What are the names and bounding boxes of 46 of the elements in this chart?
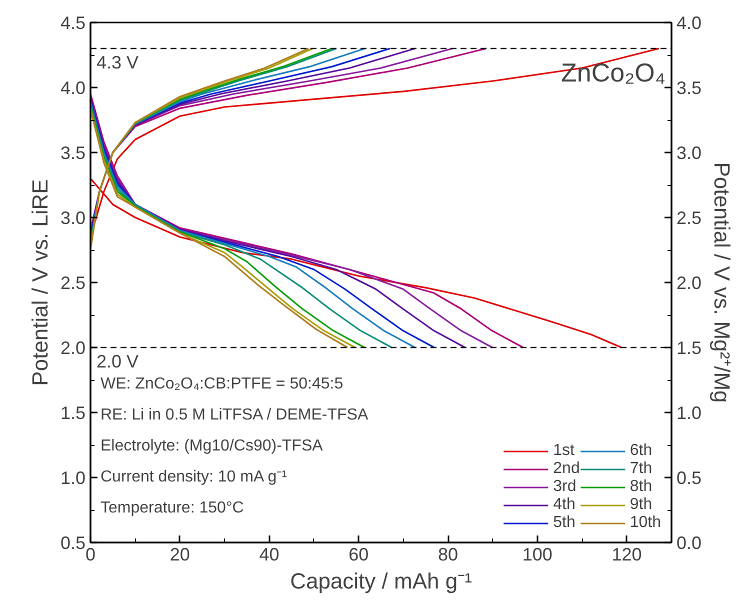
y2-tick-label: 2.0 bbox=[676, 273, 702, 293]
legend-label: 9th bbox=[630, 496, 652, 514]
legend-label: 7th bbox=[630, 460, 652, 478]
y2-tick-label: 0.0 bbox=[676, 533, 702, 553]
y-axis-title: Potential / V vs. LiRE bbox=[27, 179, 52, 386]
y2-axis-title: Potential / V vs. Mg²⁺/Mg bbox=[710, 162, 735, 403]
x-tick-label: 0 bbox=[85, 544, 96, 564]
x-tick-label: 40 bbox=[259, 544, 280, 564]
legend-label: 8th bbox=[630, 478, 652, 496]
annotation: ZnCo₂O₄ bbox=[560, 58, 666, 88]
y2-tick-label: 3.0 bbox=[676, 143, 702, 163]
x-tick-label: 80 bbox=[438, 544, 458, 564]
annotation: WE: ZnCo₂O₄:CB:PTFE = 50:45:5 bbox=[100, 376, 344, 392]
x-tick-label: 120 bbox=[612, 544, 642, 564]
y-tick-label: 4.0 bbox=[60, 78, 86, 98]
y-tick-label: 1.0 bbox=[60, 468, 86, 488]
y2-tick-label: 3.5 bbox=[676, 78, 702, 98]
ref-line-label: 4.3 V bbox=[96, 52, 139, 72]
legend-label: 5th bbox=[553, 514, 576, 532]
legend-label: 1st bbox=[553, 442, 574, 460]
y2-tick-label: 1.0 bbox=[676, 403, 702, 423]
y-tick-label: 1.5 bbox=[60, 403, 86, 423]
ref-line-label: 2.0 V bbox=[96, 352, 139, 372]
x-axis-title: Capacity / mAh g⁻¹ bbox=[290, 568, 472, 594]
annotation: RE: Li in 0.5 M LiTFSA / DEME-TFSA bbox=[100, 406, 368, 424]
y2-tick-label: 2.5 bbox=[676, 208, 702, 228]
legend-label: 2nd bbox=[553, 460, 580, 478]
annotation: Current density: 10 mA g⁻¹ bbox=[100, 468, 287, 486]
legend-label: 6th bbox=[630, 442, 652, 460]
y-tick-label: 3.0 bbox=[60, 208, 86, 228]
legend-label: 4th bbox=[553, 496, 576, 514]
x-tick-label: 60 bbox=[348, 544, 369, 564]
y-tick-label: 2.5 bbox=[60, 273, 86, 293]
annotation: Temperature: 150°C bbox=[100, 500, 244, 516]
y-tick-label: 3.5 bbox=[60, 143, 86, 163]
x-tick-label: 100 bbox=[522, 544, 552, 564]
y-tick-label: 2.0 bbox=[60, 338, 86, 358]
y2-tick-label: 4.0 bbox=[676, 13, 702, 33]
legend-label: 10th bbox=[630, 514, 661, 532]
x-tick-label: 20 bbox=[170, 544, 190, 564]
y-tick-label: 4.5 bbox=[60, 13, 86, 33]
annotation: Electrolyte: (Mg10/Cs90)-TFSA bbox=[100, 438, 324, 454]
legend-label: 3rd bbox=[553, 478, 576, 496]
y-tick-label: 0.5 bbox=[60, 533, 86, 553]
y2-tick-label: 1.5 bbox=[676, 338, 702, 358]
y2-tick-label: 0.5 bbox=[676, 468, 702, 488]
